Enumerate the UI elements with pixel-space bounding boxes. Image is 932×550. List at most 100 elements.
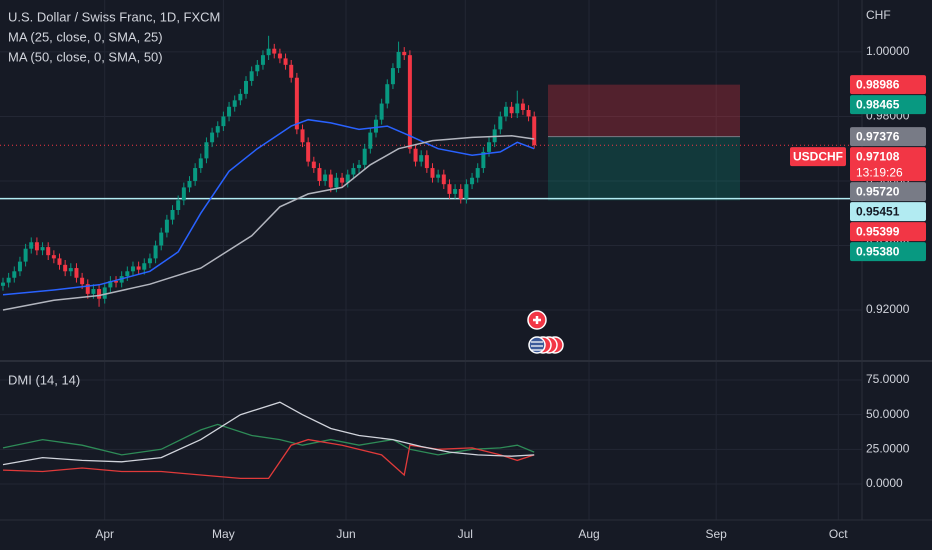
- x-tick-label: Apr: [95, 527, 114, 541]
- candle-body: [23, 248, 28, 262]
- indicator-label: MA (25, close, 0, SMA, 25): [8, 29, 163, 44]
- candle-body: [102, 287, 107, 299]
- candle-body: [424, 155, 429, 169]
- candle-body: [74, 268, 79, 278]
- candle-body: [368, 132, 373, 149]
- price-badge-label: 0.95399: [856, 224, 900, 238]
- candle-body: [419, 155, 424, 162]
- candle-body: [255, 64, 260, 72]
- candle-body: [29, 242, 34, 249]
- candle-body: [289, 64, 294, 78]
- price-badge: [850, 182, 926, 202]
- x-tick-label: Jun: [336, 527, 355, 541]
- candle-body: [51, 255, 56, 259]
- candle-body: [390, 68, 395, 85]
- candle-body: [153, 245, 158, 259]
- candle-body: [334, 177, 339, 188]
- candle-body: [323, 174, 328, 181]
- candle-body: [260, 55, 265, 65]
- y-tick-label: 0.0000: [866, 476, 903, 490]
- candle-body: [283, 58, 288, 65]
- event-icon-flag: [531, 341, 543, 351]
- candle-body: [80, 277, 85, 285]
- price-badge: [850, 127, 926, 147]
- candle-body: [147, 258, 152, 264]
- candle-body: [170, 210, 175, 220]
- candle-body: [475, 168, 480, 178]
- candle-body: [46, 247, 51, 256]
- price-badge-label: 0.98465: [856, 97, 900, 111]
- position-risk: [548, 84, 740, 137]
- candle-body: [413, 148, 418, 162]
- candle-body: [114, 280, 119, 283]
- moving-average: [2, 118, 535, 296]
- candle-body: [176, 200, 181, 210]
- candle-body: [351, 168, 356, 175]
- candle-body: [130, 266, 135, 272]
- y-tick-label: 0.92000: [866, 302, 910, 316]
- candle-body: [294, 77, 299, 130]
- candle-body: [306, 142, 311, 162]
- candle-body: [97, 289, 102, 299]
- candle-body: [340, 177, 345, 183]
- candle-body: [277, 53, 282, 59]
- candle-body: [125, 271, 130, 277]
- candle-body: [300, 129, 305, 143]
- candle-body: [520, 103, 525, 110]
- price-badge: [850, 202, 926, 222]
- candle-body: [221, 116, 226, 127]
- candle-body: [34, 242, 39, 251]
- currency-label: CHF: [866, 8, 891, 22]
- candle-body: [204, 142, 209, 159]
- candle-body: [6, 277, 11, 283]
- price-badge: [850, 95, 926, 115]
- dmi-line: [2, 423, 535, 456]
- event-icon[interactable]: [528, 336, 546, 354]
- moving-average: [2, 135, 535, 311]
- event-icons: [527, 310, 564, 354]
- candle-body: [232, 100, 237, 107]
- candle-body: [509, 106, 514, 114]
- price-badge: [850, 242, 926, 262]
- symbol-label: USDCHF: [793, 149, 843, 163]
- price-badge-label: 0.95380: [856, 244, 900, 258]
- candle-body: [244, 80, 249, 94]
- candle-body: [481, 151, 486, 169]
- price-badge: [850, 147, 926, 182]
- axes: 1.000000.980000.960000.940000.920000.989…: [95, 44, 926, 541]
- candle-body: [57, 258, 62, 265]
- candle-body: [379, 103, 384, 120]
- y-tick-label: 50.0000: [866, 407, 910, 421]
- price-badge: [850, 75, 926, 95]
- candle-body: [181, 187, 186, 201]
- candle-body: [464, 184, 469, 199]
- candle-body: [357, 164, 362, 169]
- candle-body: [136, 266, 141, 270]
- candle-body: [458, 189, 463, 199]
- candle-body: [40, 247, 45, 251]
- candle-body: [407, 55, 412, 149]
- candle-body: [328, 174, 333, 188]
- candle-body: [503, 106, 508, 117]
- symbol-badge: [790, 147, 846, 167]
- candle-body: [526, 110, 531, 117]
- candle-body: [249, 71, 254, 81]
- candle-body: [311, 161, 316, 169]
- candle-body: [447, 184, 452, 194]
- candle-body: [402, 51, 407, 56]
- price-badge-label: 0.97376: [856, 129, 900, 143]
- grid: [0, 0, 862, 520]
- candle-body: [238, 93, 243, 101]
- candle-body: [159, 232, 164, 246]
- candle-body: [210, 132, 215, 143]
- candle-body: [385, 84, 390, 104]
- candle-body: [164, 219, 169, 233]
- candle-body: [441, 174, 446, 185]
- candle-body: [12, 271, 17, 278]
- candle-body: [198, 158, 203, 169]
- candle-body: [430, 168, 435, 178]
- candle-body: [532, 116, 537, 146]
- countdown-label: 13:19:26: [856, 165, 903, 179]
